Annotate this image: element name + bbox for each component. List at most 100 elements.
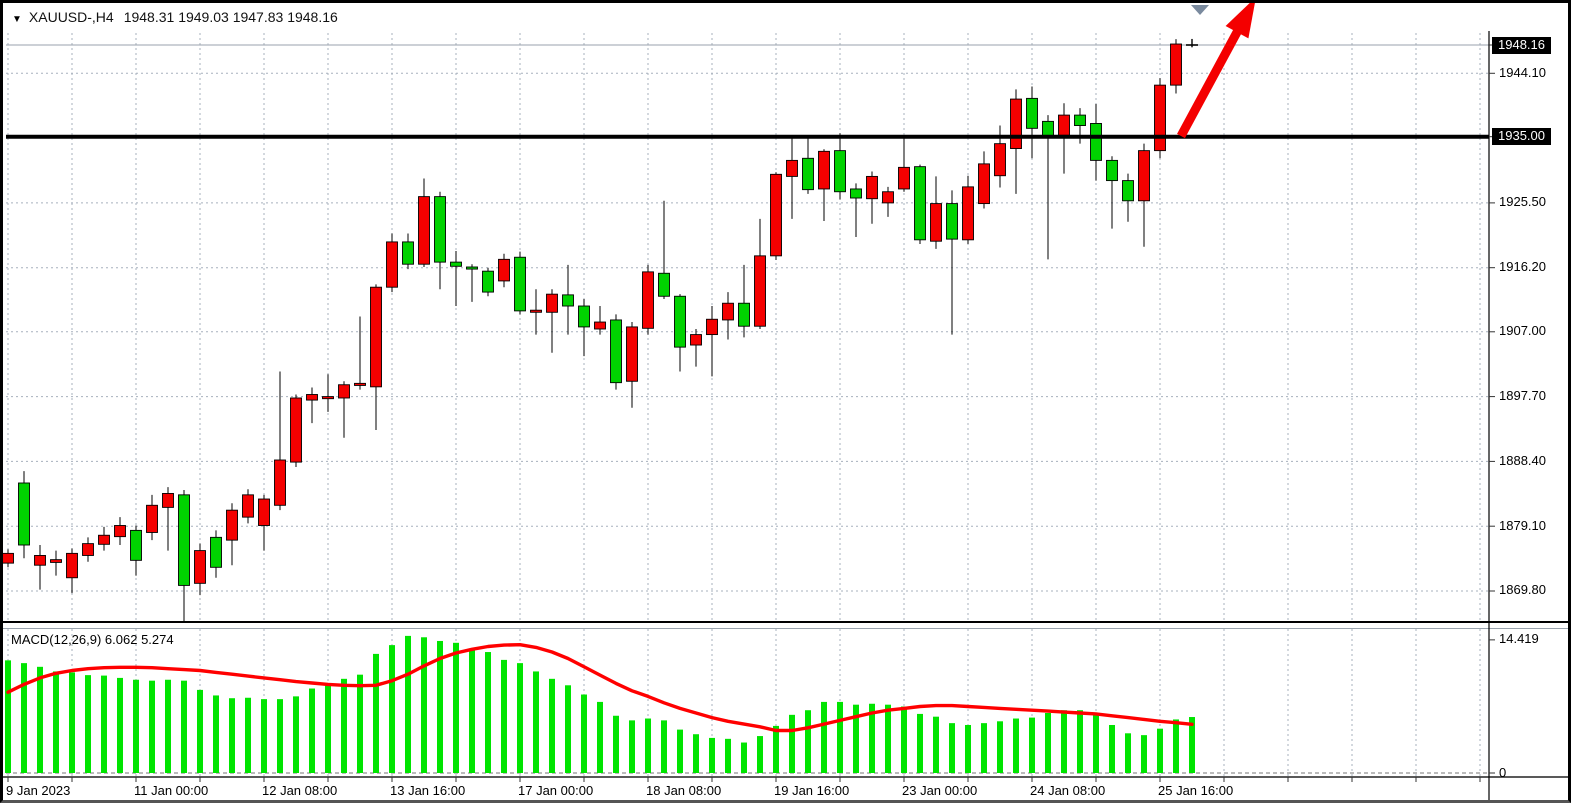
candle-bullish xyxy=(642,271,654,329)
macd-bar xyxy=(901,706,907,773)
macd-bar xyxy=(117,677,123,773)
candle-bearish xyxy=(18,482,30,546)
macd-bar xyxy=(565,685,571,773)
macd-bar xyxy=(629,720,635,773)
candle-bullish xyxy=(3,552,14,564)
candle-bullish xyxy=(82,543,94,556)
trend-arrow-shaft xyxy=(1177,24,1244,139)
candle-bullish xyxy=(1058,114,1070,136)
candle-bullish xyxy=(930,203,942,242)
down-triangle-marker[interactable] xyxy=(1191,5,1209,15)
candle-bullish xyxy=(882,191,894,204)
price-axis-label: 1944.10 xyxy=(1499,64,1546,80)
candle-bullish xyxy=(626,326,638,382)
candle-bullish xyxy=(498,258,510,282)
macd-bar xyxy=(341,678,347,773)
price-axis-label: 1869.80 xyxy=(1499,582,1546,598)
candle-bullish xyxy=(962,186,974,241)
macd-bar xyxy=(197,689,203,773)
macd-bar xyxy=(949,723,955,773)
candle-bullish xyxy=(1170,43,1182,86)
dropdown-caret-icon[interactable]: ▼ xyxy=(12,14,22,25)
candle-bullish xyxy=(98,534,110,545)
macd-bar xyxy=(1109,724,1115,773)
price-label-highlighted: 1948.16 xyxy=(1492,36,1551,54)
price-chart-canvas[interactable] xyxy=(3,3,1571,803)
macd-bar xyxy=(53,671,59,773)
macd-bar xyxy=(757,736,763,773)
candle-bullish xyxy=(258,498,270,526)
macd-histogram xyxy=(5,635,1195,773)
price-axis-label: 1916.20 xyxy=(1499,259,1546,275)
macd-bar xyxy=(1077,710,1083,773)
candle-bullish xyxy=(306,394,318,401)
candle-bullish xyxy=(290,397,302,463)
candle-bullish xyxy=(354,382,366,386)
time-axis-label: 25 Jan 16:00 xyxy=(1158,783,1234,798)
macd-bar xyxy=(213,695,219,773)
time-axis-label: 17 Jan 00:00 xyxy=(518,783,594,798)
price-axis-label: 1907.00 xyxy=(1499,323,1546,339)
candle-bullish xyxy=(866,175,878,200)
candle-bearish xyxy=(914,166,926,241)
time-axis-label: 12 Jan 08:00 xyxy=(262,783,338,798)
macd-bar xyxy=(1157,728,1163,773)
macd-axis-label: 14.419 xyxy=(1499,631,1539,647)
candle-bullish xyxy=(690,334,702,346)
candle-bearish xyxy=(1042,120,1054,138)
candle-bullish xyxy=(34,555,46,566)
candle-bullish xyxy=(754,255,766,327)
grid-lines xyxy=(6,33,1489,777)
macd-bar xyxy=(309,688,315,773)
candle-bearish xyxy=(1090,123,1102,161)
macd-bar xyxy=(501,659,507,773)
macd-bar xyxy=(709,737,715,773)
candle-bullish xyxy=(226,509,238,541)
macd-bar xyxy=(693,734,699,773)
macd-bar xyxy=(37,666,43,773)
time-axis-label: 23 Jan 00:00 xyxy=(902,783,978,798)
candle-bearish xyxy=(466,266,478,270)
price-axis-label: 1897.70 xyxy=(1499,388,1546,404)
macd-bar xyxy=(837,701,843,773)
candle-bullish xyxy=(530,309,542,313)
macd-bar xyxy=(1045,712,1051,773)
macd-bar xyxy=(981,723,987,773)
macd-bar xyxy=(373,653,379,773)
candle-bearish xyxy=(514,256,526,312)
macd-bar xyxy=(357,674,363,773)
macd-bar xyxy=(325,683,331,773)
price-axis-label: 1925.50 xyxy=(1499,194,1546,210)
price-axis-label: 1888.40 xyxy=(1499,452,1546,468)
price-label-highlighted: 1935.00 xyxy=(1492,128,1551,146)
macd-bar xyxy=(485,652,491,773)
ohlc-readout: 1948.31 1949.03 1947.83 1948.16 xyxy=(123,9,338,25)
candle-bearish xyxy=(402,241,414,265)
macd-bar xyxy=(245,697,251,773)
chart-header: ▼ XAUUSD-,H4 1948.31 1949.03 1947.83 1948.… xyxy=(12,9,338,25)
macd-signal-line xyxy=(6,643,1194,733)
candle-bearish xyxy=(610,319,622,384)
candle-bullish xyxy=(114,525,126,538)
candle-bullish xyxy=(1010,98,1022,149)
macd-bar xyxy=(1141,735,1147,773)
macd-bar xyxy=(437,640,443,773)
macd-bar xyxy=(805,710,811,773)
candle-bearish xyxy=(210,536,222,568)
candle-bearish xyxy=(178,494,190,586)
macd-bar xyxy=(533,671,539,773)
candle-bullish xyxy=(994,143,1006,177)
candle-bearish xyxy=(1074,114,1086,126)
macd-bar xyxy=(133,679,139,773)
macd-bar xyxy=(549,678,555,773)
candle-bullish xyxy=(770,173,782,257)
trend-arrow[interactable] xyxy=(1177,3,1256,139)
candle-bullish xyxy=(146,504,158,533)
candle-bullish xyxy=(1154,84,1166,152)
macd-bar xyxy=(789,714,795,773)
candle-bearish xyxy=(674,295,686,348)
macd-bar xyxy=(469,650,475,773)
candle-bearish xyxy=(562,294,574,307)
trend-arrow-head xyxy=(1225,3,1255,39)
